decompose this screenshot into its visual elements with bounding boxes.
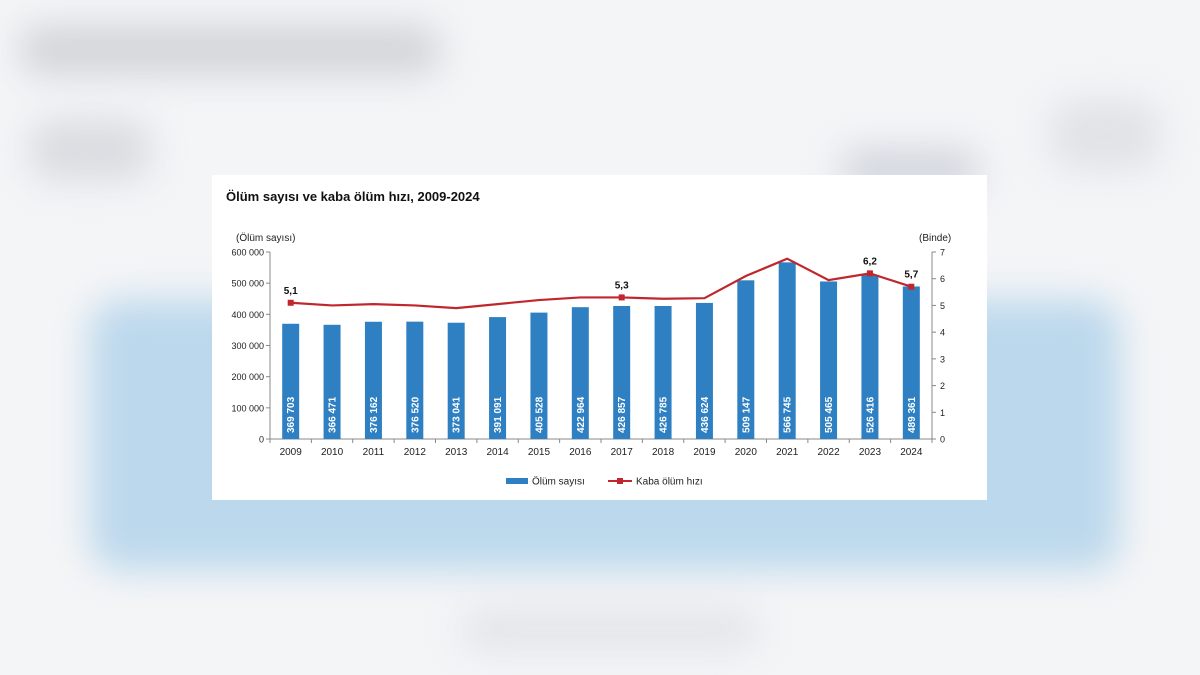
bar-data-label: 505 465 [824, 396, 835, 433]
x-tick-label: 2021 [776, 447, 799, 458]
x-tick-label: 2017 [611, 447, 634, 458]
x-tick-label: 2022 [817, 447, 840, 458]
line-data-label: 5,1 [284, 286, 298, 297]
x-tick-label: 2015 [528, 447, 551, 458]
bar-2019 [695, 302, 713, 439]
line-data-label: 6,2 [863, 256, 877, 267]
y-right-tick-label: 6 [940, 274, 945, 284]
x-tick-label: 2010 [321, 447, 344, 458]
bar-data-label: 373 041 [452, 396, 463, 433]
bar-2015 [530, 312, 548, 439]
bar-2024 [902, 286, 920, 439]
line-data-label: 5,7 [904, 270, 918, 281]
line-marker [618, 294, 625, 301]
line-marker [866, 270, 873, 277]
y-right-tick-label: 7 [940, 248, 945, 258]
y-left-tick-label: 500 000 [231, 279, 264, 289]
bar-data-label: 436 624 [700, 396, 711, 433]
y-left-tick-label: 300 000 [231, 341, 264, 351]
bar-2011 [364, 321, 382, 439]
bar-data-label: 526 416 [865, 396, 876, 433]
bar-data-label: 509 147 [741, 396, 752, 433]
chart-title: Ölüm sayısı ve kaba ölüm hızı, 2009-2024 [226, 189, 480, 204]
bar-data-label: 422 964 [576, 396, 587, 433]
legend-line-label: Kaba ölüm hızı [636, 477, 703, 488]
x-tick-label: 2012 [404, 447, 427, 458]
bar-data-label: 376 520 [410, 396, 421, 433]
y-left-tick-label: 100 000 [231, 403, 264, 413]
bar-data-label: 566 745 [783, 396, 794, 433]
blurred-header-shape [20, 25, 440, 75]
bar-2022 [820, 281, 838, 439]
bar-2017 [613, 305, 631, 439]
bar-2013 [447, 322, 465, 439]
y-right-axis-label: (Binde) [919, 233, 951, 244]
x-tick-label: 2023 [859, 447, 882, 458]
bar-2012 [406, 321, 424, 439]
bar-data-label: 426 857 [617, 396, 628, 433]
y-right-tick-label: 1 [940, 408, 945, 418]
x-tick-label: 2013 [445, 447, 468, 458]
bar-data-label: 405 528 [534, 396, 545, 433]
bar-data-label: 369 703 [286, 396, 297, 433]
x-tick-label: 2016 [569, 447, 592, 458]
y-left-tick-label: 400 000 [231, 310, 264, 320]
x-tick-label: 2019 [693, 447, 716, 458]
y-right-tick-label: 2 [940, 381, 945, 391]
bar-data-label: 426 785 [659, 396, 670, 433]
line-kaba-olum-hizi [290, 257, 912, 310]
y-right-tick-label: 4 [940, 328, 945, 338]
line-data-label: 5,3 [615, 280, 629, 291]
line-marker [908, 283, 915, 290]
y-left-tick-label: 0 [259, 435, 264, 445]
y-right-tick-label: 0 [940, 435, 945, 445]
x-tick-label: 2009 [280, 447, 303, 458]
x-tick-label: 2024 [900, 447, 923, 458]
bar-data-label: 366 471 [328, 396, 339, 433]
bar-data-label: 376 162 [369, 396, 380, 433]
bar-2020 [737, 280, 755, 439]
bar-2010 [323, 324, 341, 439]
x-tick-label: 2018 [652, 447, 675, 458]
bar-data-label: 391 091 [493, 396, 504, 433]
chart: (Ölüm sayısı) (Binde) 0 100 000 200 000 300 0… [231, 232, 951, 488]
bar-2023 [861, 274, 879, 439]
x-tick-label: 2014 [486, 447, 509, 458]
legend-bar-swatch [506, 478, 528, 484]
x-tick-label: 2020 [735, 447, 758, 458]
bar-2014 [489, 317, 507, 439]
legend-bar-label: Ölüm sayısı [532, 476, 585, 488]
y-right-tick-label: 5 [940, 301, 945, 311]
x-tick-label: 2011 [363, 447, 385, 458]
bar-2016 [571, 307, 589, 439]
line-marker [287, 299, 294, 306]
y-right-tick-label: 3 [940, 354, 945, 364]
y-left-tick-label: 200 000 [231, 372, 264, 382]
legend-line-marker [617, 478, 623, 484]
bar-2009 [282, 323, 300, 439]
blurred-shape [460, 610, 760, 650]
chart-card: Ölüm sayısı ve kaba ölüm hızı, 2009-2024… [212, 175, 987, 500]
blurred-shape [1050, 100, 1160, 170]
y-left-tick-label: 600 000 [231, 248, 264, 258]
bar-2021 [778, 262, 796, 439]
y-left-axis-label: (Ölüm sayısı) [236, 232, 295, 244]
bar-data-label: 489 361 [907, 396, 918, 433]
blurred-shape [30, 120, 150, 180]
bar-2018 [654, 305, 672, 439]
